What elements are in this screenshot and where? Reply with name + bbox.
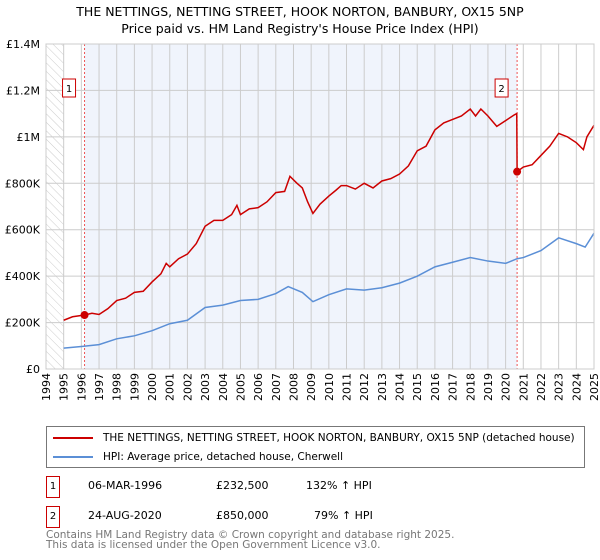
legend-label: HPI: Average price, detached house, Cher… [103,451,344,463]
sale-hpi: 79% ↑ HPI [314,509,373,522]
x-tick-label: 2011 [341,373,354,401]
x-tick-label: 1996 [75,373,88,401]
y-tick-label: £1.4M [6,38,40,51]
footer-line: This data is licensed under the Open Gov… [46,539,381,551]
y-tick-label: £1.2M [6,84,40,97]
x-tick-label: 2010 [323,373,336,401]
footer: Contains HM Land Registry data © Crown c… [46,529,455,551]
series-line [63,107,595,321]
x-tick-label: 2014 [394,373,407,401]
series-line [63,232,595,349]
sale-date: 06-MAR-1996 [88,479,163,492]
x-tick-label: 2024 [570,373,583,401]
sale-marker: 2 [46,506,60,528]
sale-label-box [494,78,509,98]
sale-label: 1 [66,84,72,95]
x-tick-label: 2012 [358,373,371,401]
subtitle-line: Price paid vs. HM Land Registry's House … [121,21,479,36]
x-tick-label: 2009 [305,373,318,401]
legend-item-hpi: HPI: Average price, detached house, Cher… [53,451,343,463]
x-tick-label: 1998 [111,373,124,401]
legend: THE NETTINGS, NETTING STREET, HOOK NORTO… [46,426,585,468]
legend-swatch [53,456,93,458]
sale-date: 24-AUG-2020 [88,509,162,522]
x-tick-label: 2023 [553,373,566,401]
y-tick-label: £400K [5,270,41,283]
sale-label-box [62,78,77,98]
x-tick-label: 2013 [376,373,389,401]
x-tick-label: 1999 [128,373,141,401]
x-tick-label: 2007 [270,373,283,401]
x-tick-label: 2008 [287,373,300,401]
y-tick-label: £600K [5,224,41,237]
x-tick-label: 2004 [217,373,230,401]
x-tick-label: 2006 [252,373,265,401]
x-tick-label: 2021 [517,373,530,401]
plot-border [45,43,595,370]
sale-marker: 1 [46,476,60,498]
sale-point [80,311,89,320]
sale-label: 2 [498,84,504,95]
y-tick-label: £0 [26,363,40,376]
x-tick-label: 2025 [588,373,600,401]
y-tick-label: £200K [5,317,41,330]
x-tick-label: 2019 [482,373,495,401]
legend-label: THE NETTINGS, NETTING STREET, HOOK NORTO… [103,432,575,444]
chart-title: THE NETTINGS, NETTING STREET, HOOK NORTO… [0,3,600,37]
y-tick-label: £800K [5,177,41,190]
sale-row: 2 24-AUG-2020 £850,000 79% ↑ HPI [46,506,546,528]
x-tick-label: 1994 [40,373,53,401]
sale-row: 1 06-MAR-1996 £232,500 132% ↑ HPI [46,476,546,498]
x-tick-label: 2022 [535,373,548,401]
x-tick-label: 2017 [447,373,460,401]
x-tick-label: 2003 [199,373,212,401]
sale-price: £232,500 [216,479,269,492]
x-tick-label: 2015 [411,373,424,401]
sale-point [513,167,522,176]
x-tick-label: 2020 [500,373,513,401]
sale-hpi: 132% ↑ HPI [306,479,372,492]
footer-line: Contains HM Land Registry data © Crown c… [46,529,455,541]
x-tick-label: 1995 [58,373,71,401]
y-tick-label: £1M [17,131,41,144]
price-chart: 1994 1995 1996 1997 1998 1999 2000 2001 2002 2003… [5,38,600,401]
sale-price: £850,000 [216,509,269,522]
x-tick-label: 2001 [164,373,177,401]
x-tick-label: 2016 [429,373,442,401]
x-tick-label: 2000 [146,373,159,401]
no-data-hatch [46,44,64,369]
title-line: THE NETTINGS, NETTING STREET, HOOK NORTO… [76,4,524,19]
legend-item-property: THE NETTINGS, NETTING STREET, HOOK NORTO… [53,432,575,444]
x-tick-label: 2002 [181,373,194,401]
x-tick-label: 2018 [464,373,477,401]
legend-swatch [53,437,93,439]
ownership-period-shade [84,44,518,369]
x-tick-label: 2005 [234,373,247,401]
x-tick-label: 1997 [93,373,106,401]
